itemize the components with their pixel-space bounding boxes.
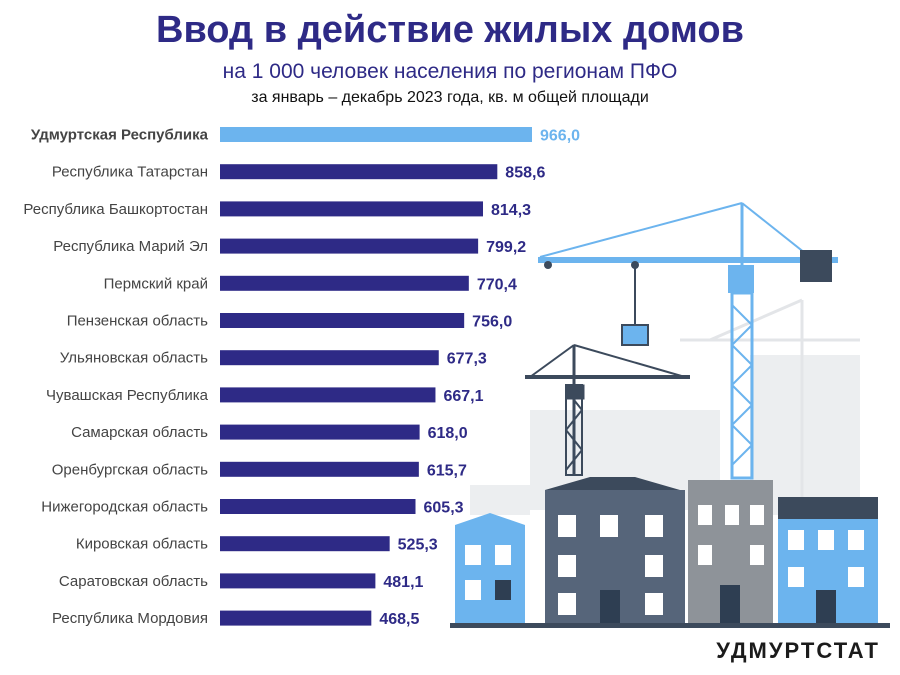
- chart-subtitle: на 1 000 человек населения по регионам П…: [222, 60, 678, 83]
- value-label: 966,0: [540, 128, 580, 145]
- big-crane: [538, 202, 838, 480]
- background-crane: [680, 298, 860, 515]
- category-label: Республика Башкортостан: [23, 201, 208, 218]
- value-label: 756,0: [472, 314, 512, 331]
- bar: [220, 610, 372, 626]
- bars-layer: Удмуртская Республика 966,0 Республика Тат…: [23, 127, 580, 629]
- value-label: 667,1: [443, 388, 483, 405]
- bar: [220, 127, 532, 142]
- chart-title: Ввод в действие жилых домов: [156, 9, 744, 51]
- bar: [220, 350, 439, 366]
- category-label: Республика Мордовия: [52, 610, 208, 627]
- category-label: Пензенская область: [67, 313, 208, 330]
- value-label: 615,7: [427, 462, 467, 479]
- category-label: Кировская область: [76, 536, 208, 553]
- category-label: Республика Марий Эл: [53, 238, 208, 255]
- bar: [220, 164, 498, 180]
- construction-illustration: [450, 202, 890, 628]
- house-grey: [688, 480, 773, 625]
- value-label: 605,3: [424, 500, 464, 517]
- category-label: Нижегородская область: [41, 499, 208, 516]
- small-crane: [525, 344, 690, 476]
- bar: [220, 275, 469, 291]
- value-label: 481,1: [383, 574, 423, 591]
- value-label: 814,3: [491, 202, 531, 219]
- category-label: Республика Татарстан: [52, 164, 208, 181]
- bar: [220, 201, 484, 217]
- value-label: 468,5: [379, 611, 419, 628]
- category-label: Удмуртская Республика: [31, 127, 209, 144]
- chart-period: за январь – декабрь 2023 года, кв. м общ…: [251, 89, 649, 106]
- house-dark-slate: [545, 477, 685, 625]
- value-label: 770,4: [477, 276, 517, 293]
- bar: [220, 573, 376, 589]
- bar: [220, 313, 465, 328]
- house-light-blue: [455, 513, 525, 625]
- bar: [220, 238, 479, 254]
- value-label: 858,6: [505, 165, 545, 182]
- value-label: 677,3: [447, 351, 487, 368]
- category-label: Чувашская Республика: [46, 387, 209, 404]
- bar: [220, 424, 420, 440]
- category-label: Саратовская область: [59, 573, 208, 590]
- category-label: Самарская область: [71, 424, 208, 441]
- category-label: Оренбургская область: [52, 461, 208, 478]
- value-label: 525,3: [398, 537, 438, 554]
- bar: [220, 461, 419, 477]
- value-label: 618,0: [428, 425, 468, 442]
- bar: [220, 499, 416, 514]
- bar: [220, 536, 390, 552]
- house-blue: [778, 497, 878, 625]
- category-label: Пермский край: [104, 275, 208, 292]
- value-label: 799,2: [486, 239, 526, 256]
- ground-line: [450, 623, 890, 628]
- brand-logo: УДМУРТСТАТ: [716, 638, 880, 663]
- category-label: Ульяновская область: [60, 350, 208, 367]
- bar: [220, 387, 436, 403]
